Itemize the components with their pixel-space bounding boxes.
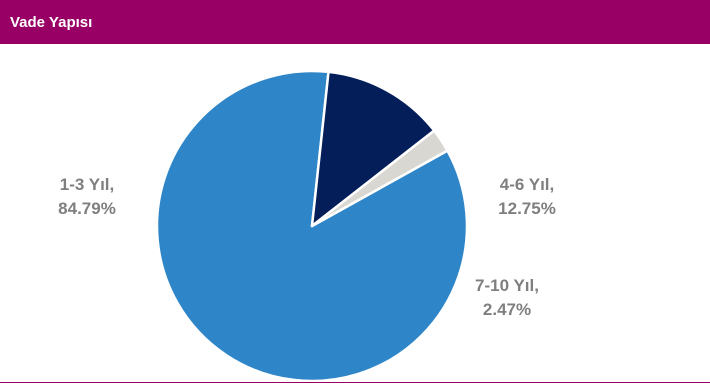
- pie-slice-3: [310, 129, 449, 228]
- slice-value-label: 84.79%: [58, 199, 116, 218]
- slice-value-label: 2.47%: [483, 300, 531, 319]
- header-bar: Vade Yapısı: [0, 0, 710, 44]
- slice-category-label: 7-10 Yıl,: [475, 276, 539, 295]
- slice-category-label: 1-3 Yıl,: [60, 175, 115, 194]
- slice-category-label: 4-6 Yıl,: [500, 175, 555, 194]
- slice-label-2: 4-6 Yıl, 12.75%: [498, 175, 556, 218]
- pie-slice-2: [310, 70, 436, 228]
- bottom-divider: [0, 382, 710, 383]
- slice-value-label: 12.75%: [498, 199, 556, 218]
- slice-label-3: 7-10 Yıl, 2.47%: [475, 276, 539, 319]
- chart-title: Vade Yapısı: [10, 13, 93, 31]
- slice-label-1: 1-3 Yıl, 84.79%: [58, 175, 116, 218]
